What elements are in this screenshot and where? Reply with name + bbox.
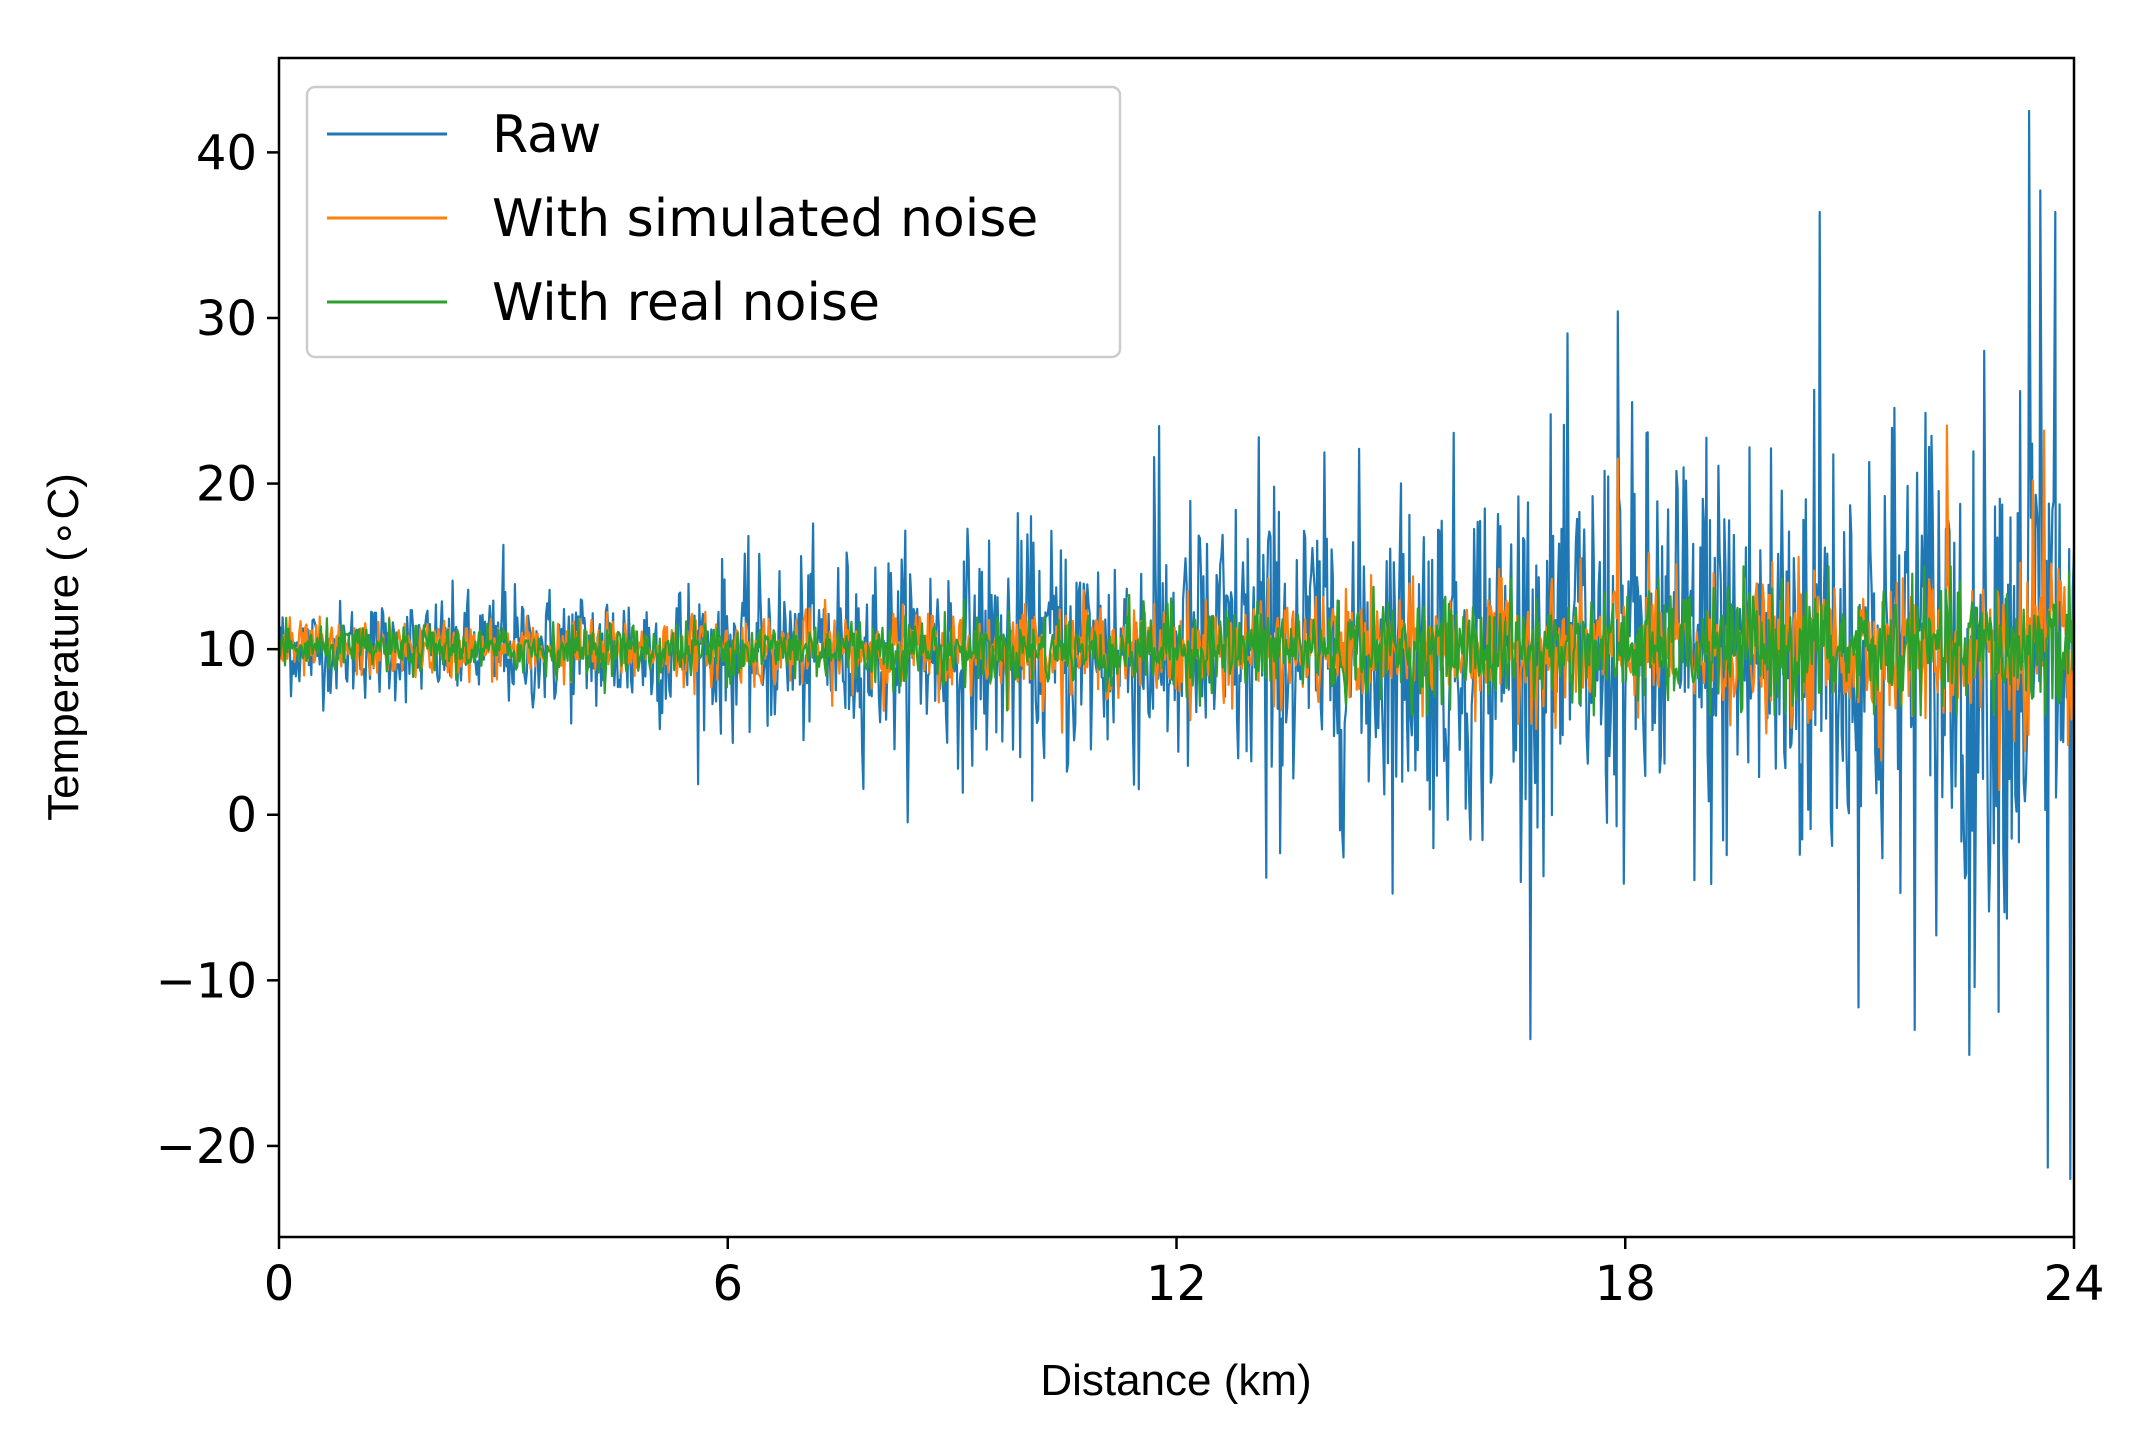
- y-tick-label: 30: [196, 291, 257, 347]
- x-axis-label: Distance (km): [1040, 1356, 1311, 1405]
- y-tick-label: 10: [196, 622, 257, 678]
- y-tick-label: 0: [226, 788, 257, 844]
- series-layer: [279, 109, 2074, 1181]
- legend: Raw With simulated noise With real noise: [305, 85, 1122, 359]
- y-axis: 40 30 20 10 0 −10 −20: [156, 125, 279, 1175]
- legend-label: Raw: [492, 105, 601, 165]
- x-tick-label: 0: [264, 1256, 295, 1312]
- x-axis: 0 6 12 18 24: [264, 1237, 2105, 1312]
- y-tick-label: −20: [156, 1119, 257, 1175]
- y-tick-label: 20: [196, 457, 257, 513]
- x-tick-label: 12: [1146, 1256, 1207, 1312]
- x-tick-label: 6: [712, 1256, 743, 1312]
- legend-label: With simulated noise: [492, 189, 1038, 249]
- x-tick-label: 18: [1595, 1256, 1656, 1312]
- y-tick-label: 40: [196, 125, 257, 181]
- y-axis-label: Temperature (∘C): [39, 473, 88, 821]
- legend-label: With real noise: [492, 273, 880, 333]
- y-tick-label: −10: [156, 953, 257, 1009]
- series-line-with-simulated-noise: [279, 424, 2074, 792]
- legend-box: [305, 85, 1122, 359]
- series-line-with-real-noise: [279, 565, 2074, 717]
- x-tick-label: 24: [2043, 1256, 2104, 1312]
